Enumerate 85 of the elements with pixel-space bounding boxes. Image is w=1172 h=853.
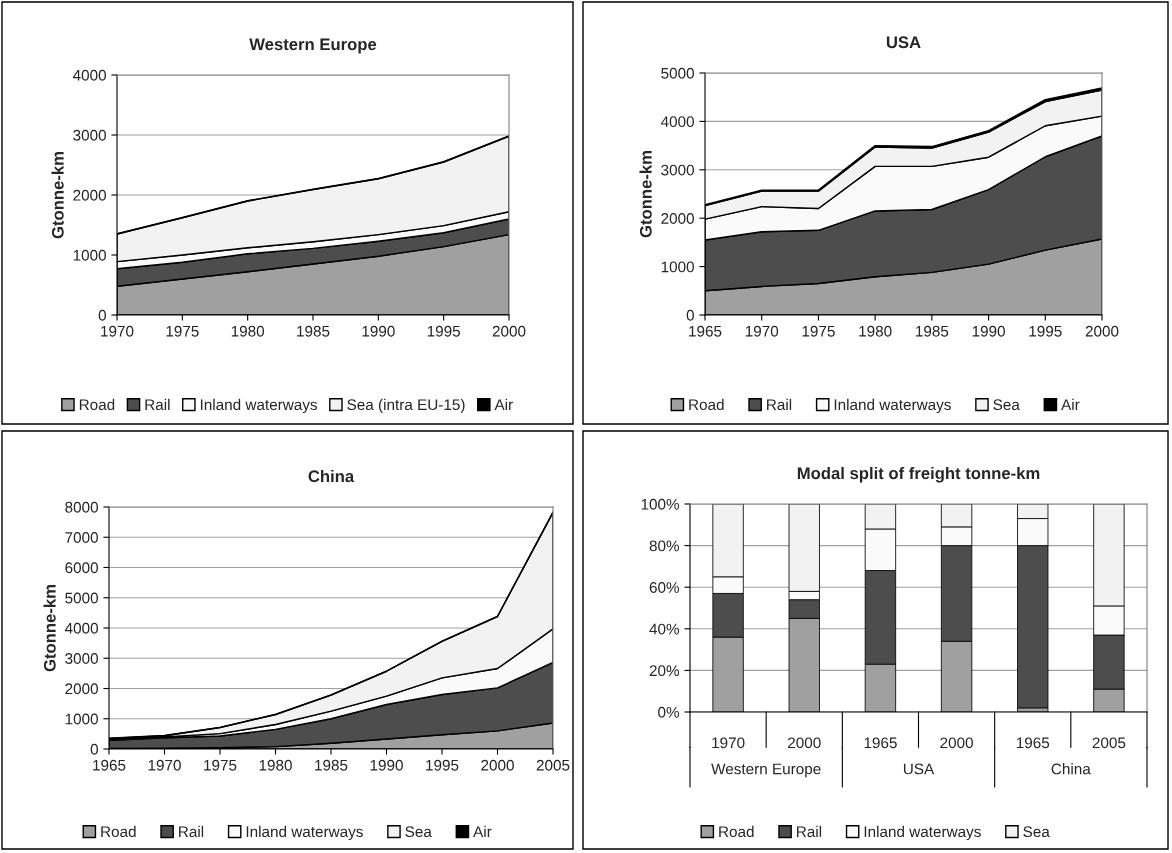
y-tick-label: 4000 bbox=[72, 69, 106, 81]
y-tick-label: 0 bbox=[90, 743, 98, 755]
legend-label: Road bbox=[689, 398, 724, 411]
legend-label: Air bbox=[1061, 398, 1080, 410]
text: China bbox=[1051, 763, 1091, 775]
x-tick-label: 1975 bbox=[166, 325, 199, 337]
legend-label: Road bbox=[101, 825, 136, 838]
y-tick-label: 80% bbox=[649, 540, 680, 552]
x-tick-label: 2000 bbox=[788, 737, 821, 749]
y-tick-label: 5000 bbox=[65, 592, 98, 604]
x-tick-label: 1980 bbox=[231, 325, 265, 337]
y-tick-label: 60% bbox=[649, 582, 680, 593]
x-tick-label: 2005 bbox=[1092, 737, 1126, 749]
y-tick-label: 1000 bbox=[65, 713, 98, 725]
y-tick-label: 2000 bbox=[73, 189, 106, 201]
y-axis-title: Gtonne-km bbox=[43, 585, 56, 672]
x-tick-label: 1975 bbox=[802, 325, 835, 337]
chart-title: China bbox=[308, 469, 355, 483]
y-tick-label: 100% bbox=[641, 498, 680, 510]
x-tick-label: 1990 bbox=[362, 325, 395, 337]
x-tick-label: 2000 bbox=[940, 737, 973, 749]
legend-label: Inland waterways bbox=[834, 398, 951, 414]
legend-label: Rail bbox=[767, 398, 792, 411]
y-tick-label: 20% bbox=[649, 665, 680, 677]
x-tick-label: 1995 bbox=[427, 325, 461, 337]
legend-label: Road bbox=[719, 825, 754, 838]
legend-label: Sea bbox=[993, 399, 1020, 411]
y-tick-label: 0 bbox=[98, 309, 106, 321]
y-tick-label: 3000 bbox=[73, 129, 106, 141]
x-tick-label: 1970 bbox=[101, 325, 134, 337]
legend-label: Rail bbox=[145, 398, 170, 411]
legend-label: Rail bbox=[797, 825, 822, 838]
chart-title: USA bbox=[886, 36, 921, 49]
legend-label: Road bbox=[79, 398, 115, 411]
chart-title: Modal split of freight tonne-km bbox=[797, 466, 1040, 483]
legend-label: Air bbox=[473, 825, 492, 837]
x-tick-label: 1965 bbox=[689, 325, 722, 337]
y-tick-label: 7000 bbox=[65, 532, 98, 543]
x-tick-label: 1990 bbox=[972, 325, 1005, 337]
x-tick-label: 1995 bbox=[426, 759, 459, 771]
x-tick-label: 1985 bbox=[315, 759, 348, 771]
legend-label: Inland waterways bbox=[246, 825, 363, 841]
y-tick-label: 4000 bbox=[64, 622, 98, 634]
y-tick-label: 3000 bbox=[65, 653, 98, 664]
x-tick-label: 1965 bbox=[864, 737, 897, 749]
y-tick-label: 2000 bbox=[65, 683, 98, 695]
x-tick-label: 1990 bbox=[370, 759, 403, 771]
x-tick-label: 1970 bbox=[745, 325, 779, 337]
legend-label: Sea (intra EU-15) bbox=[347, 398, 465, 414]
x-tick-label: 2000 bbox=[1085, 325, 1119, 337]
legend-label: Inland waterways bbox=[200, 398, 318, 414]
y-axis-title: Gtonne-km bbox=[639, 151, 652, 238]
text: USA bbox=[903, 763, 935, 775]
legend-label: Air bbox=[494, 398, 513, 410]
y-tick-label: 40% bbox=[649, 623, 680, 635]
legend-label: Sea bbox=[405, 826, 432, 838]
x-tick-label: 1975 bbox=[204, 759, 237, 771]
legend-label: Inland waterways bbox=[864, 825, 981, 841]
y-tick-label: 4000 bbox=[660, 116, 694, 128]
chart-title: Western Europe bbox=[249, 38, 377, 54]
x-tick-label: 1985 bbox=[297, 325, 330, 337]
legend-label: Rail bbox=[179, 825, 204, 838]
y-tick-label: 5000 bbox=[661, 67, 694, 79]
y-tick-label: 0% bbox=[658, 706, 680, 718]
x-tick-label: 1970 bbox=[148, 759, 181, 771]
text: Western Europe bbox=[711, 763, 821, 778]
x-tick-label: 1970 bbox=[712, 737, 745, 749]
y-tick-label: 2000 bbox=[661, 213, 694, 224]
x-tick-label: 2000 bbox=[492, 325, 526, 337]
y-tick-label: 6000 bbox=[65, 562, 98, 574]
y-tick-label: 3000 bbox=[661, 164, 694, 176]
x-tick-label: 1985 bbox=[916, 325, 949, 337]
x-tick-label: 1980 bbox=[859, 325, 892, 337]
x-tick-label: 1995 bbox=[1029, 325, 1062, 337]
y-tick-label: 1000 bbox=[661, 261, 694, 273]
y-axis-title: Gtonne-km bbox=[51, 152, 64, 239]
x-tick-label: 2000 bbox=[481, 759, 514, 771]
legend-label: Sea bbox=[1023, 826, 1050, 838]
x-tick-label: 1965 bbox=[93, 759, 126, 771]
y-tick-label: 1000 bbox=[73, 249, 106, 261]
y-tick-label: 0 bbox=[686, 309, 694, 321]
x-tick-label: 1965 bbox=[1016, 737, 1050, 749]
x-tick-label: 2005 bbox=[536, 759, 570, 771]
y-tick-label: 8000 bbox=[65, 501, 98, 513]
x-tick-label: 1980 bbox=[259, 759, 292, 771]
